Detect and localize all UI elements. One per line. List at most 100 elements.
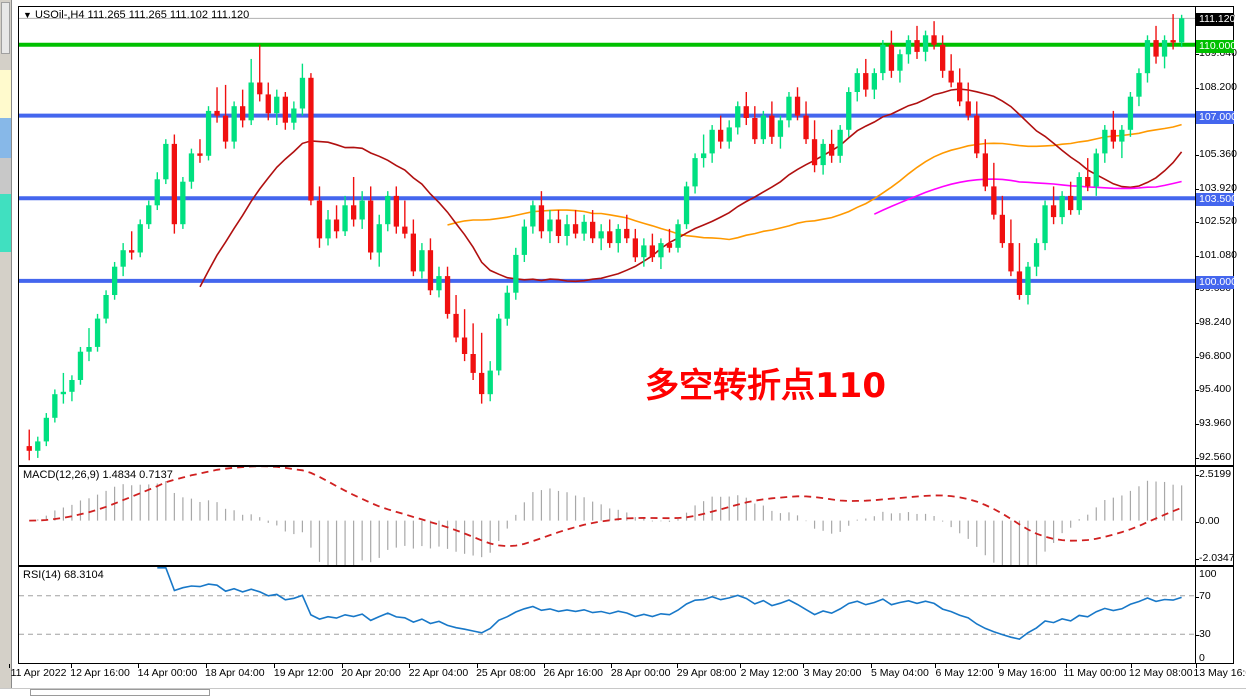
price-tickmark	[1196, 424, 1199, 426]
time-axis-tick	[274, 664, 276, 668]
last-price-chip: 111.120	[1196, 13, 1235, 27]
price-tick-label: 105.360	[1199, 148, 1237, 161]
rsi-tick-label: 30	[1199, 628, 1211, 641]
time-axis[interactable]: 11 Apr 2022 12 Apr 16:00 14 Apr 00:00 18 Ap…	[9, 664, 1246, 688]
price-tickmark	[1196, 189, 1199, 191]
time-axis-label: 2 May 12:00	[740, 667, 799, 679]
time-axis-label: 28 Apr 00:00	[610, 667, 671, 679]
rsi-tick-label: 70	[1199, 589, 1211, 602]
time-axis-tick	[998, 664, 1000, 668]
strip-segment-blue	[0, 118, 11, 158]
price-tickmark	[1196, 357, 1199, 359]
price-tickmark	[1196, 256, 1199, 258]
bottom-status-bar	[0, 688, 1246, 696]
time-axis-label: 12 Apr 16:00	[70, 667, 130, 679]
time-axis-tick	[935, 664, 937, 668]
rsi-svg	[19, 567, 1195, 640]
time-axis-label: 29 Apr 08:00	[676, 667, 737, 679]
level-110-chip: 110.000	[1196, 39, 1236, 53]
macd-tick-label: -2.0347	[1199, 552, 1235, 565]
time-axis-tick	[70, 664, 72, 668]
rsi-tick-label: 0	[1199, 652, 1205, 664]
price-tick-label: 108.200	[1199, 81, 1237, 94]
time-axis-label: 5 May 04:00	[871, 667, 929, 679]
time-axis-label: 12 May 08:00	[1128, 667, 1193, 679]
macd-axis: 2.5199 0.00 -2.0347	[1195, 467, 1235, 565]
price-tick-label: 109.640	[1199, 47, 1237, 60]
macd-tick-label: 0.00	[1199, 514, 1220, 527]
price-tick-label: 95.400	[1199, 383, 1232, 396]
price-tick-label: 101.080	[1199, 249, 1237, 262]
strip-segment-teal	[0, 194, 11, 252]
rsi-label: RSI(14) 68.3104	[23, 569, 104, 581]
price-tick-label: 96.800	[1199, 350, 1232, 363]
time-axis-tick	[1131, 664, 1133, 668]
rsi-pane[interactable]: RSI(14) 68.3104 100 70 30 0	[18, 566, 1234, 664]
macd-tickmark	[1196, 475, 1199, 477]
time-axis-label: 25 Apr 08:00	[476, 667, 536, 679]
strip-segment-yellow	[0, 70, 11, 118]
rsi-plot-area[interactable]	[19, 567, 1195, 663]
collapse-triangle-icon[interactable]: ▼	[23, 10, 32, 20]
price-tick-label: 98.240	[1199, 316, 1232, 329]
price-candles-svg	[19, 14, 1195, 461]
price-tickmark	[1196, 289, 1199, 291]
strip-segment-gray	[0, 158, 11, 194]
time-axis-tick	[341, 664, 343, 668]
left-scroll-strip[interactable]	[0, 0, 12, 696]
time-axis-label: 18 Apr 04:00	[205, 667, 265, 679]
price-tickmark	[1196, 88, 1199, 90]
symbol-header: ▼ USOil-,H4 111.265 111.265 111.102 111.…	[23, 9, 250, 21]
rsi-axis: 100 70 30 0	[1195, 567, 1233, 664]
time-axis-tick	[409, 664, 411, 668]
price-tick-label: 92.560	[1199, 450, 1232, 463]
macd-pane[interactable]: MACD(12,26,9) 1.4834 0.7137 2.5199 0.00 -2…	[18, 466, 1235, 566]
time-axis-label: 3 May 20:00	[803, 667, 862, 679]
level-103-5-chip: 103.500	[1196, 193, 1237, 207]
time-axis-tick	[1195, 664, 1197, 668]
time-axis-tick	[138, 664, 140, 668]
price-tickmark	[1196, 155, 1199, 157]
chart-frame: ▼ USOil-,H4 111.265 111.265 111.102 111.…	[9, 0, 1246, 696]
chart-annotation-text: 多空转折点110	[645, 366, 886, 406]
time-axis-label: 19 Apr 12:00	[273, 667, 334, 679]
price-pane[interactable]: ▼ USOil-,H4 111.265 111.265 111.102 111.…	[18, 6, 1237, 466]
time-axis-label: 9 May 16:00	[998, 667, 1057, 679]
price-tick-label: 93.960	[1199, 417, 1232, 430]
time-axis-label: 22 Apr 04:00	[408, 667, 469, 679]
macd-tickmark	[1196, 521, 1199, 523]
price-tickmark	[1196, 457, 1199, 459]
time-axis-tick	[677, 664, 679, 668]
time-axis-label: 11 Apr 2022	[10, 667, 67, 679]
price-tick-label: 102.520	[1199, 215, 1237, 228]
price-tick-label: 103.920	[1199, 182, 1237, 195]
price-axis[interactable]: 111.120 109.640 108.200 105.360 103.920 102.5…	[1195, 7, 1237, 465]
time-axis-tick	[543, 664, 545, 668]
time-axis-label: 26 Apr 16:00	[543, 667, 604, 679]
time-axis-label: 6 May 12:00	[935, 667, 994, 679]
price-plot-area[interactable]	[19, 7, 1195, 465]
price-tickmark	[1196, 54, 1199, 56]
macd-tick-label: 2.5199	[1199, 468, 1232, 481]
rsi-tickmark	[1196, 635, 1199, 637]
level-100-chip: 100.000	[1196, 275, 1237, 289]
price-tickmark	[1196, 222, 1199, 224]
price-tickmark	[1196, 390, 1199, 392]
time-axis-tick	[870, 664, 872, 668]
time-axis-label: 20 Apr 20:00	[341, 667, 401, 679]
time-axis-tick	[803, 664, 805, 668]
scrollbar-thumb[interactable]	[1, 2, 10, 54]
time-axis-label: 11 May 00:00	[1063, 667, 1127, 679]
price-tickmark	[1196, 323, 1199, 325]
level-107-chip: 107.000	[1196, 110, 1237, 124]
time-axis-tick	[476, 664, 478, 668]
rsi-tickmark	[1196, 596, 1199, 598]
macd-tickmark	[1196, 559, 1199, 561]
time-axis-label: 14 Apr 00:00	[137, 667, 198, 679]
time-axis-tick	[611, 664, 613, 668]
time-axis-tick	[205, 664, 207, 668]
time-axis-label: 13 May 16:00	[1193, 667, 1246, 679]
macd-plot-area[interactable]	[19, 467, 1195, 565]
bottom-horizontal-scrollbar[interactable]	[30, 689, 210, 696]
